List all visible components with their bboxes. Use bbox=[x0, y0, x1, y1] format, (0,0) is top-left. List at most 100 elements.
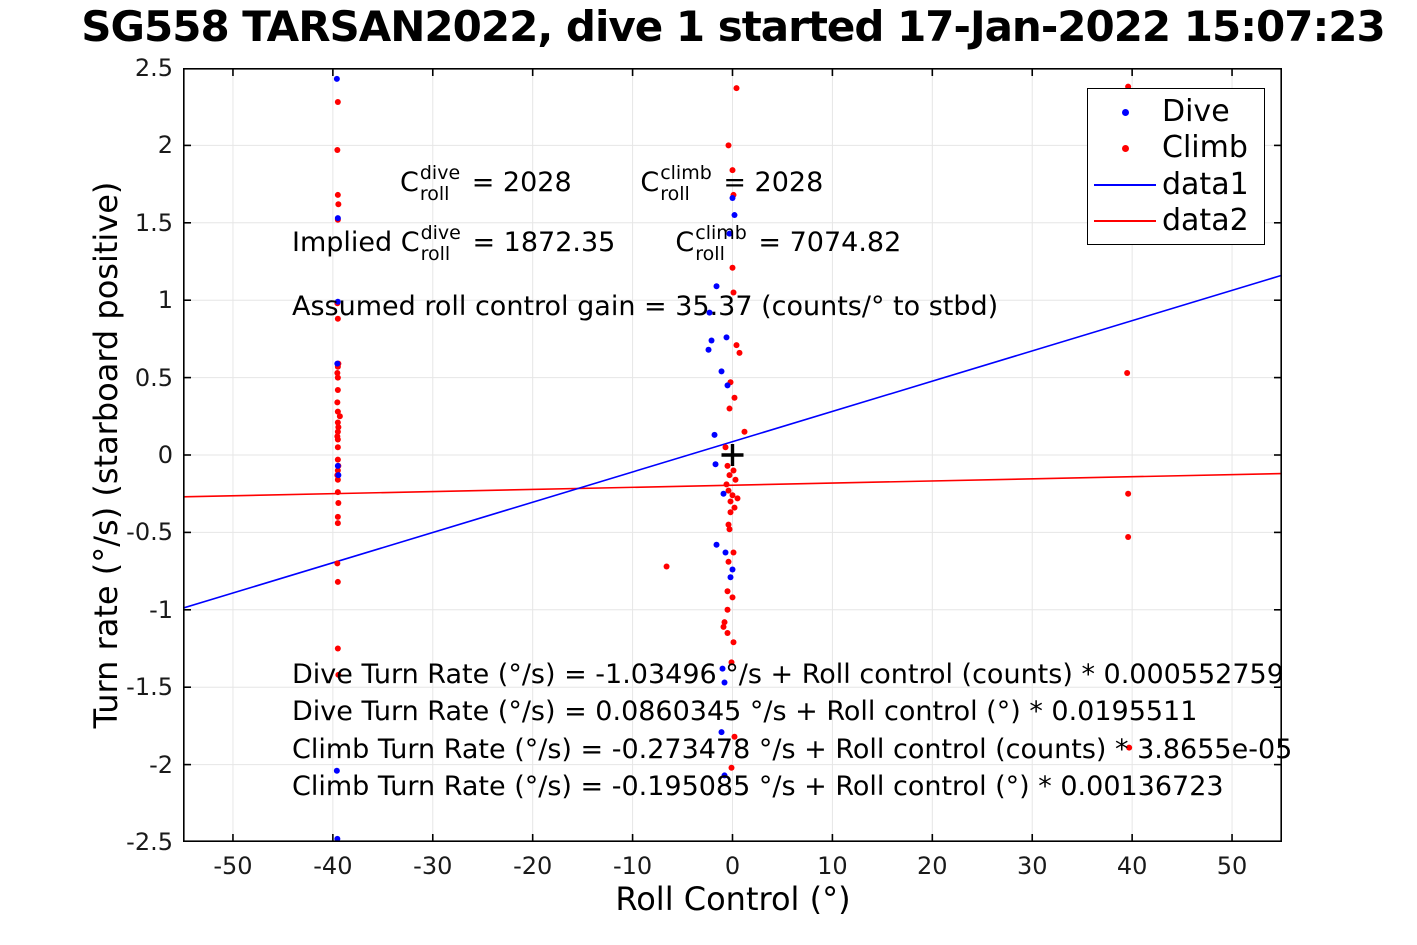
climb-point bbox=[722, 444, 729, 451]
dive-point bbox=[721, 772, 728, 779]
climb-point bbox=[733, 342, 740, 349]
sup-sub-stack: climb roll bbox=[695, 222, 747, 265]
annotation-text: C bbox=[400, 167, 419, 199]
climb-point bbox=[727, 509, 734, 516]
climb-point bbox=[334, 369, 341, 376]
y-tick-label: 0 bbox=[157, 441, 173, 469]
dive-point bbox=[334, 298, 341, 305]
climb-point bbox=[334, 191, 341, 198]
dive-point bbox=[729, 566, 736, 573]
fit-line-data1 bbox=[183, 274, 1282, 609]
climb-point bbox=[334, 374, 341, 381]
fit-line-data2 bbox=[183, 472, 1282, 498]
y-tick-label: 1.5 bbox=[134, 208, 173, 237]
climb-point bbox=[728, 764, 735, 771]
dot-swatch bbox=[1121, 144, 1129, 152]
y-tick-label: -1.5 bbox=[126, 673, 173, 702]
legend-label: data1 bbox=[1162, 166, 1249, 202]
dive-point bbox=[724, 382, 731, 389]
y-tick-label: 0.5 bbox=[134, 363, 173, 392]
climb-point bbox=[663, 563, 670, 570]
climb-point bbox=[1124, 369, 1131, 376]
dot-swatch bbox=[1121, 108, 1129, 116]
dive-point bbox=[712, 461, 719, 468]
climb-point bbox=[725, 558, 732, 565]
dive-point bbox=[713, 283, 720, 290]
dive-point bbox=[711, 431, 718, 438]
climb-point bbox=[726, 472, 733, 479]
climb-point bbox=[334, 399, 341, 406]
y-tick-label: 2 bbox=[157, 131, 173, 160]
x-tick-label: -10 bbox=[612, 852, 653, 880]
annotation-text: = 2028 bbox=[463, 167, 572, 199]
y-tick-label: 1 bbox=[157, 286, 173, 315]
legend-entry-climb: Climb bbox=[1088, 131, 1264, 165]
x-tick-label: 30 bbox=[1016, 852, 1048, 880]
x-tick-label: -30 bbox=[413, 852, 453, 880]
data1-line-icon bbox=[1088, 183, 1162, 186]
dive-point bbox=[718, 729, 725, 736]
data2-line-icon bbox=[1088, 219, 1162, 222]
climb-point bbox=[723, 481, 730, 488]
dive-point bbox=[335, 472, 342, 479]
climb-point bbox=[334, 436, 341, 443]
climb-point bbox=[720, 623, 727, 630]
climb-point bbox=[334, 444, 341, 451]
legend-label: data2 bbox=[1162, 202, 1249, 238]
climb-point bbox=[334, 147, 341, 154]
y-tick-label: -2 bbox=[149, 750, 173, 779]
climb-point bbox=[336, 413, 343, 420]
climb-point bbox=[334, 408, 341, 415]
dive-point bbox=[334, 462, 341, 469]
annotation-text: = 1872.35 bbox=[463, 227, 616, 259]
x-tick-label: -20 bbox=[513, 852, 553, 880]
climb-point bbox=[729, 492, 736, 499]
dive-point bbox=[726, 230, 733, 237]
x-tick-label: 50 bbox=[1216, 852, 1248, 880]
annotation-text: C bbox=[675, 227, 695, 259]
climb-point bbox=[334, 467, 341, 474]
dive-point bbox=[719, 665, 726, 672]
climb-point bbox=[729, 594, 736, 601]
line-swatch bbox=[1094, 219, 1156, 222]
climb-point bbox=[728, 659, 735, 666]
climb-point bbox=[732, 476, 739, 483]
climb-point bbox=[334, 513, 341, 520]
dive-point bbox=[333, 75, 340, 82]
x-tick-label: -40 bbox=[313, 852, 353, 880]
climb-point bbox=[731, 733, 738, 740]
climb-point bbox=[729, 264, 736, 271]
climb-point bbox=[724, 588, 731, 595]
dive-point bbox=[705, 346, 712, 353]
legend-entry-data1: data1 bbox=[1088, 168, 1264, 202]
legend-entry-dive: Dive bbox=[1088, 95, 1264, 129]
climb-point bbox=[731, 394, 738, 401]
annotation-roll-gain: Assumed roll control gain = 35.37 (count… bbox=[292, 291, 999, 322]
climb-point bbox=[730, 289, 737, 296]
legend: Dive Climb data1 data2 bbox=[1087, 88, 1265, 245]
climb-point bbox=[727, 498, 734, 505]
x-tick-label: 10 bbox=[817, 852, 848, 880]
fit-equation: Climb Turn Rate (°/s) = -0.195085 °/s + … bbox=[292, 771, 1224, 803]
dive-point bbox=[722, 549, 729, 556]
plot-area bbox=[183, 68, 1282, 842]
climb-point bbox=[730, 467, 737, 474]
y-tick-label: -2.5 bbox=[126, 828, 173, 856]
dive-point bbox=[731, 212, 738, 219]
annotation-text bbox=[572, 167, 641, 198]
climb-point bbox=[1125, 534, 1132, 541]
x-tick-label: 0 bbox=[724, 852, 741, 880]
climb-point bbox=[729, 167, 736, 174]
climb-point bbox=[1126, 744, 1133, 751]
fit-equation: Dive Turn Rate (°/s) = 0.0860345 °/s + R… bbox=[292, 696, 1198, 728]
dive-point bbox=[727, 574, 734, 581]
dive-point bbox=[723, 334, 730, 341]
line-swatch bbox=[1094, 183, 1156, 186]
climb-point bbox=[334, 315, 341, 322]
y-tick-label: -0.5 bbox=[126, 518, 173, 547]
annotation-text: Implied C bbox=[292, 227, 420, 259]
dive-point bbox=[729, 195, 736, 202]
climb-point bbox=[725, 487, 732, 494]
